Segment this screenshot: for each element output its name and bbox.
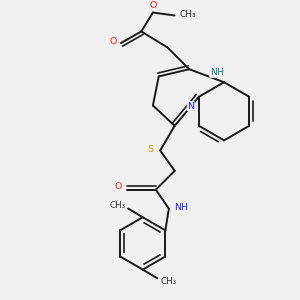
Text: NH: NH xyxy=(210,68,224,77)
Text: CH₃: CH₃ xyxy=(179,10,196,19)
Text: O: O xyxy=(109,37,116,46)
Text: O: O xyxy=(115,182,122,191)
Text: CH₃: CH₃ xyxy=(160,277,176,286)
Text: NH: NH xyxy=(174,202,188,211)
Text: CH₃: CH₃ xyxy=(109,201,125,210)
Text: S: S xyxy=(148,145,154,154)
Text: O: O xyxy=(149,1,157,10)
Text: N: N xyxy=(187,102,194,111)
